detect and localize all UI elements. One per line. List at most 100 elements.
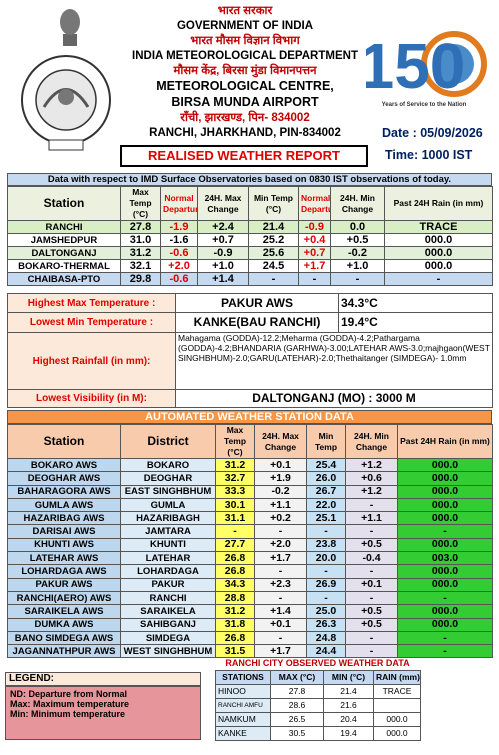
cell: SIMDEGA (120, 630, 216, 646)
data-row: DEOGHAR AWS DEOGHAR 32.7 +1.9 26.0 +0.6 000.0 (7, 471, 493, 486)
cell: 31.2 (215, 457, 255, 473)
cell: - (248, 272, 299, 286)
cell: +0.4 (298, 233, 331, 247)
cell: WEST SINGHBHUM (120, 644, 216, 659)
cell: RANCHI (120, 590, 216, 606)
cell: 25.4 (306, 457, 346, 473)
cell: - (345, 497, 398, 513)
cell: PAKUR (120, 577, 216, 592)
cell: - (330, 272, 385, 286)
cell: 000.0 (397, 497, 493, 513)
cell: 000.0 (384, 233, 493, 247)
header-line: भारत मौसम विज्ञान विभाग (190, 35, 300, 47)
column-header: Min Temp (306, 424, 346, 459)
cell: 003.0 (397, 551, 493, 566)
cell: 31.8 (215, 617, 255, 632)
cell: LATEHAR (120, 551, 216, 566)
cell: 000.0 (397, 604, 493, 619)
cell: 25.2 (248, 233, 299, 247)
header-line: METEOROLOGICAL CENTRE, (156, 79, 334, 93)
column-header: Station (7, 186, 121, 221)
extreme-label: Highest Rainfall (in mm): (7, 332, 176, 390)
cell: +0.1 (254, 617, 307, 632)
station: RANCHI(AERO) AWS (7, 590, 121, 606)
column-header: RAIN (mm) (373, 670, 421, 685)
data-row: JAGANNATHPUR AWS WEST SINGHBHUM 31.5 +1.7 24… (7, 644, 493, 659)
cell: 20.0 (306, 551, 346, 566)
cell: 31.0 (120, 233, 161, 247)
station: DUMKA AWS (7, 617, 121, 632)
cell: +0.7 (298, 246, 331, 260)
column-header: Max Temp (°C) (120, 186, 161, 221)
extreme-label: Lowest Min Temperature : (7, 312, 176, 333)
extreme-place: KANKE(BAU RANCHI) (175, 312, 339, 333)
cell: +2.0 (254, 537, 307, 553)
data-row: DUMKA AWS SAHIBGANJ 31.8 +0.1 26.3 +0.5 000.0 (7, 617, 493, 632)
station: BOKARO-THERMAL (7, 259, 121, 273)
header-line: भारत सरकार (217, 5, 273, 17)
cell: - (254, 524, 307, 539)
cell: +1.2 (345, 457, 398, 473)
cell: 22.0 (306, 497, 346, 513)
data-row: RANCHI AMFU 28.6 21.6 (215, 698, 421, 713)
cell: -0.9 (197, 246, 249, 260)
column-header: 24H. Min Change (345, 424, 398, 459)
imd-emblem (21, 55, 111, 151)
extreme-value: 19.4°C (338, 312, 493, 333)
cell: 27.7 (215, 537, 255, 553)
data-row: HAZARIBAG AWS HAZARIBAGH 31.1 +0.2 25.1 +1.1 0… (7, 511, 493, 526)
logo-caption: Years of Service to the Nation (382, 102, 467, 108)
cell: 32.7 (215, 471, 255, 486)
extreme-place: Mahagama (GODDA)-12.2;Meharma (GODDA)-4.… (175, 332, 493, 390)
cell: +1.7 (254, 551, 307, 566)
data-row: DALTONGANJ 31.2 -0.6 -0.9 25.6 +0.7 -0.2 000.0 (7, 246, 493, 260)
cell: - (254, 630, 307, 646)
legend-title: LEGEND: (5, 672, 201, 686)
cell: LOHARDAGA (120, 564, 216, 579)
data-row: SARAIKELA AWS SARAIKELA 31.2 +1.4 25.0 +0.5 00… (7, 604, 493, 619)
cell: 31.2 (120, 246, 161, 260)
extreme-row: Highest Rainfall (in mm): Mahagama (GODDA… (7, 332, 493, 390)
cell: 31.1 (215, 511, 255, 526)
station: HINOO (215, 684, 271, 699)
cell: - (345, 524, 398, 539)
cell: TRACE (373, 684, 421, 699)
cell: GUMLA (120, 497, 216, 513)
data-row: KHUNTI AWS KHUNTI 27.7 +2.0 23.8 +0.5 000.0 (7, 537, 493, 553)
cell: +0.1 (345, 577, 398, 592)
data-row: PAKUR AWS PAKUR 34.3 +2.3 26.9 +0.1 000.0 (7, 577, 493, 592)
cell: 0.0 (330, 220, 385, 234)
data-row: BOKARO-THERMAL 32.1 +2.0 +1.0 24.5 +1.7 +1.0 00… (7, 259, 493, 273)
cell: SAHIBGANJ (120, 617, 216, 632)
cell: 32.1 (120, 259, 161, 273)
station: BANO SIMDEGA AWS (7, 630, 121, 646)
cell: 000.0 (397, 537, 493, 553)
cell: - (397, 590, 493, 606)
cell: +0.5 (345, 604, 398, 619)
cell: +1.4 (254, 604, 307, 619)
data-row: BOKARO AWS BOKARO 31.2 +0.1 25.4 +1.2 000.0 (7, 457, 493, 473)
cell: 26.8 (215, 564, 255, 579)
cell: 26.9 (306, 577, 346, 592)
cell: 24.5 (248, 259, 299, 273)
cell: 20.4 (323, 712, 374, 727)
cell: 27.8 (120, 220, 161, 234)
report-title: REALISED WEATHER REPORT (120, 145, 368, 167)
table: Highest Max Temperature : PAKUR AWS 34.3°C… (7, 293, 493, 408)
cell: 26.5 (270, 712, 324, 727)
header-line: INDIA METEOROLOGICAL DEPARTMENT (132, 50, 358, 62)
header-line: मौसम केंद्र, बिरसा मुंडा विमानपत्तन (173, 65, 317, 77)
column-header: Past 24H Rain (in mm) (384, 186, 493, 221)
station: HAZARIBAG AWS (7, 511, 121, 526)
cell: -0.6 (160, 272, 198, 286)
date: Date : 05/09/2026 (382, 126, 483, 140)
cell: - (306, 590, 346, 606)
cell: +0.2 (254, 511, 307, 526)
cell: KHUNTI (120, 537, 216, 553)
header-line: RANCHI, JHARKHAND, PIN-834002 (149, 127, 341, 139)
cell: +0.5 (345, 537, 398, 553)
national-emblem (60, 9, 80, 46)
cell: - (254, 564, 307, 579)
station: DARISAI AWS (7, 524, 121, 539)
